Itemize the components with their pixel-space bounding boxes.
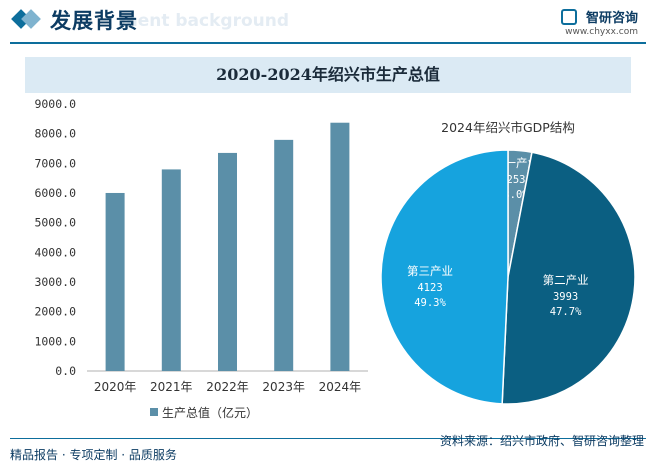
y-tick-label: 2000.0 bbox=[34, 305, 76, 319]
x-tick-label: 2023年 bbox=[262, 380, 305, 394]
legend-label: 生产总值（亿元） bbox=[162, 405, 258, 420]
y-tick-label: 0.0 bbox=[55, 364, 76, 378]
header-watermark-text: ment background bbox=[120, 11, 290, 31]
pie-label-percent: 49.3% bbox=[414, 297, 446, 309]
bar-chart: 0.0 1000.0 2000.0 3000.0 4000.0 5000.0 6000.0 7… bbox=[34, 97, 368, 420]
bar-2020年 bbox=[105, 192, 125, 371]
pie-label-percent: 47.7% bbox=[550, 306, 582, 318]
bar-2023年 bbox=[274, 139, 294, 371]
pie-label-name: 第三产业 bbox=[407, 264, 453, 278]
brand-url: www.chyxx.com bbox=[565, 27, 638, 37]
y-tick-label: 3000.0 bbox=[34, 275, 76, 289]
brand-name: 智研咨询 bbox=[585, 11, 638, 26]
y-tick-label: 9000.0 bbox=[34, 97, 76, 111]
brand-logo-icon bbox=[560, 8, 577, 25]
y-tick-label: 7000.0 bbox=[34, 156, 76, 170]
y-tick-label: 5000.0 bbox=[34, 216, 76, 230]
bar-2022年 bbox=[218, 152, 237, 371]
footer-divider bbox=[10, 438, 646, 439]
bar-2021年 bbox=[161, 169, 181, 371]
y-tick-label: 1000.0 bbox=[34, 334, 76, 348]
pie-label-value: 4123 bbox=[417, 282, 442, 294]
y-tick-label: 8000.0 bbox=[34, 127, 76, 141]
x-tick-label: 2022年 bbox=[206, 380, 249, 394]
chart-title: 2020-2024年绍兴市生产总值 bbox=[25, 57, 631, 93]
pie-chart: 2024年绍兴市GDP结构第一产业2533.0%第二产业399347.7%第三产… bbox=[380, 120, 636, 405]
x-tick-label: 2021年 bbox=[150, 380, 193, 394]
y-tick-label: 6000.0 bbox=[34, 186, 76, 200]
pie-slice-第二产业 bbox=[501, 151, 636, 405]
y-tick-label: 4000.0 bbox=[34, 245, 76, 259]
legend-swatch bbox=[150, 408, 158, 416]
pie-label-value: 253 bbox=[507, 174, 526, 186]
footer-slogan: 精品报告 · 专项定制 · 品质服务 bbox=[10, 448, 177, 462]
page-footer: 精品报告 · 专项定制 · 品质服务 资料来源：绍兴市政府、智研咨询整理 bbox=[0, 432, 656, 469]
source-note: 资料来源：绍兴市政府、智研咨询整理 bbox=[439, 434, 644, 448]
pie-label-value: 3993 bbox=[553, 291, 578, 303]
header-divider bbox=[10, 42, 646, 44]
brand-logo: 智研咨询 www.chyxx.com bbox=[560, 6, 638, 37]
x-tick-label: 2020年 bbox=[94, 380, 137, 394]
section-title: 发展背景 bbox=[50, 9, 138, 33]
pie-title: 2024年绍兴市GDP结构 bbox=[441, 120, 575, 135]
x-tick-label: 2024年 bbox=[319, 380, 362, 394]
bar-2024年 bbox=[330, 122, 350, 371]
page-header: ment background 发展背景 智研咨询 www.chyxx.com bbox=[0, 0, 656, 44]
pie-slice-第三产业 bbox=[380, 149, 509, 405]
pie-label-name: 第二产业 bbox=[543, 273, 589, 287]
